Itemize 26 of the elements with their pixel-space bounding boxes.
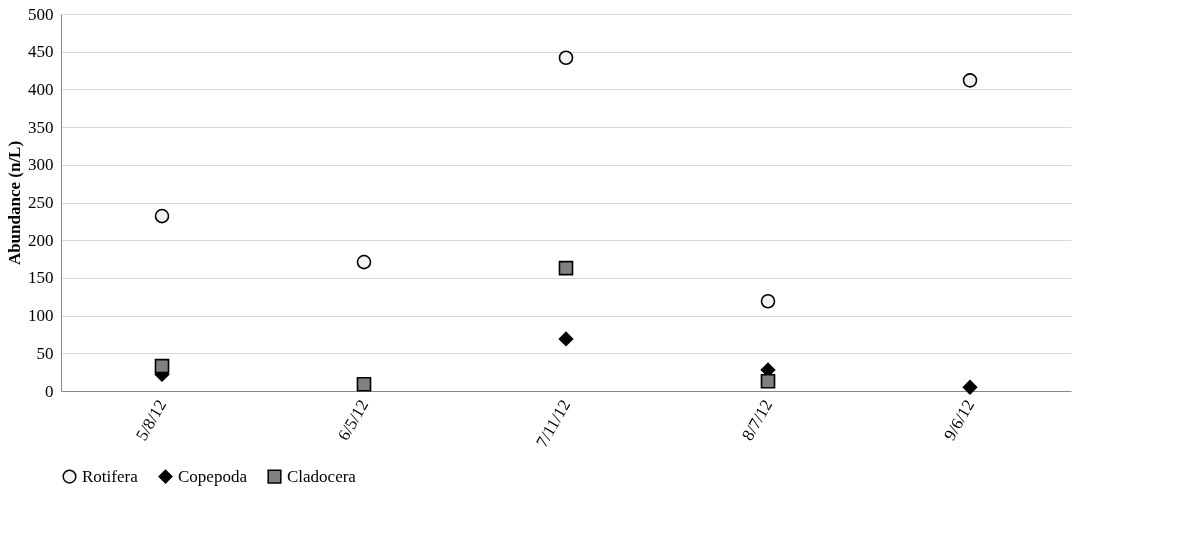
point — [154, 208, 170, 224]
legend-label: Rotifera — [82, 466, 139, 486]
point — [154, 358, 170, 374]
legend-label: Cladocera — [287, 466, 357, 486]
point — [356, 254, 372, 270]
y-tick-label: 150 — [28, 268, 54, 288]
y-axis-title: Abundance (n/L) — [5, 140, 24, 266]
point — [558, 260, 574, 276]
y-tick-label: 50 — [36, 343, 54, 363]
point — [760, 373, 776, 389]
point — [962, 73, 978, 88]
y-tick-label: 200 — [28, 230, 54, 250]
point — [558, 50, 574, 66]
point — [760, 293, 776, 309]
y-tick-label: 100 — [28, 306, 54, 326]
y-tick-label: 400 — [28, 79, 54, 99]
y-tick-label: 300 — [28, 155, 54, 175]
y-tick-label: 250 — [28, 193, 54, 212]
y-tick-label: 500 — [28, 4, 54, 24]
point — [356, 376, 372, 392]
y-tick-label: 350 — [28, 117, 54, 137]
y-tick-label: 450 — [28, 42, 54, 62]
point — [962, 379, 978, 395]
legend-label: Copepoda — [178, 466, 248, 486]
y-tick-label: 0 — [45, 381, 54, 401]
point — [558, 331, 574, 347]
